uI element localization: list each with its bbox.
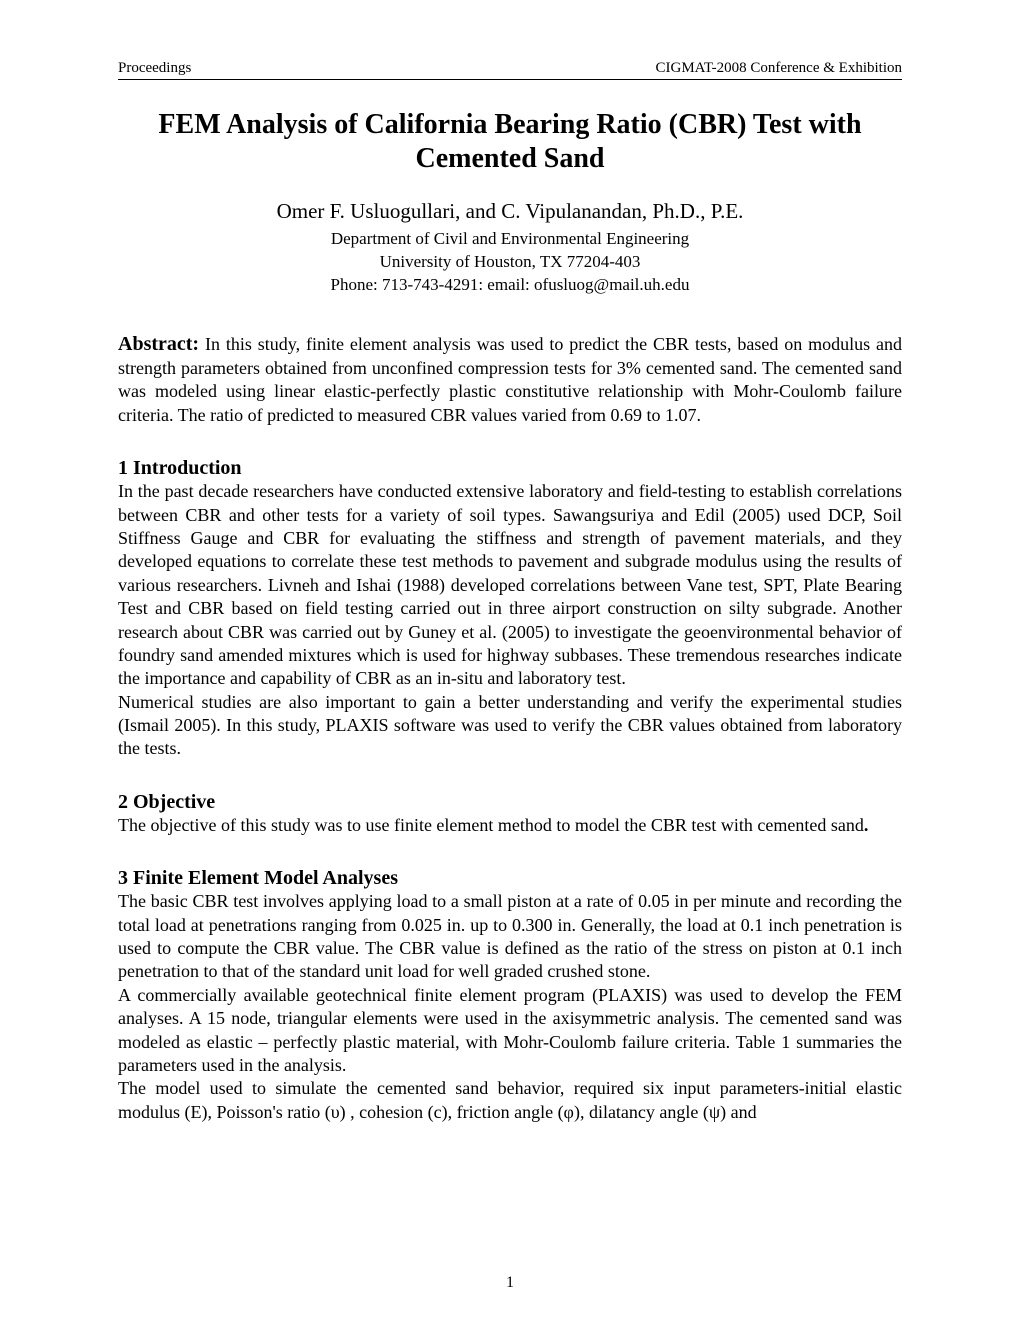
section-3-heading: 3 Finite Element Model Analyses	[118, 867, 902, 890]
section-1-para-1: In the past decade researchers have cond…	[118, 480, 902, 691]
section-1-heading: 1 Introduction	[118, 457, 902, 480]
section-2-heading: 2 Objective	[118, 791, 902, 814]
affiliation-dept: Department of Civil and Environmental En…	[118, 228, 902, 251]
abstract-text: In this study, finite element analysis w…	[118, 334, 902, 425]
bold-period: .	[864, 815, 869, 835]
abstract-label: Abstract:	[118, 333, 199, 355]
authors-line: Omer F. Usluogullari, and C. Vipulananda…	[118, 199, 902, 224]
affiliation-univ: University of Houston, TX 77204-403	[118, 251, 902, 274]
abstract-block: Abstract: In this study, finite element …	[118, 331, 902, 427]
paper-title: FEM Analysis of California Bearing Ratio…	[118, 108, 902, 175]
header-left: Proceedings	[118, 60, 191, 77]
running-header: Proceedings CIGMAT-2008 Conference & Exh…	[118, 60, 902, 80]
section-1-para-2: Numerical studies are also important to …	[118, 691, 902, 761]
page-number: 1	[0, 1274, 1020, 1292]
header-right: CIGMAT-2008 Conference & Exhibition	[656, 60, 903, 77]
section-2-text-a: The objective of this study was to use f…	[118, 815, 864, 835]
section-3-para-1: The basic CBR test involves applying loa…	[118, 890, 902, 984]
section-3-para-3: The model used to simulate the cemented …	[118, 1077, 902, 1124]
section-2-para-1: The objective of this study was to use f…	[118, 814, 902, 837]
section-3-para-2: A commercially available geotechnical fi…	[118, 984, 902, 1078]
affiliation-contact: Phone: 713-743-4291: email: ofusluog@mai…	[118, 274, 902, 297]
